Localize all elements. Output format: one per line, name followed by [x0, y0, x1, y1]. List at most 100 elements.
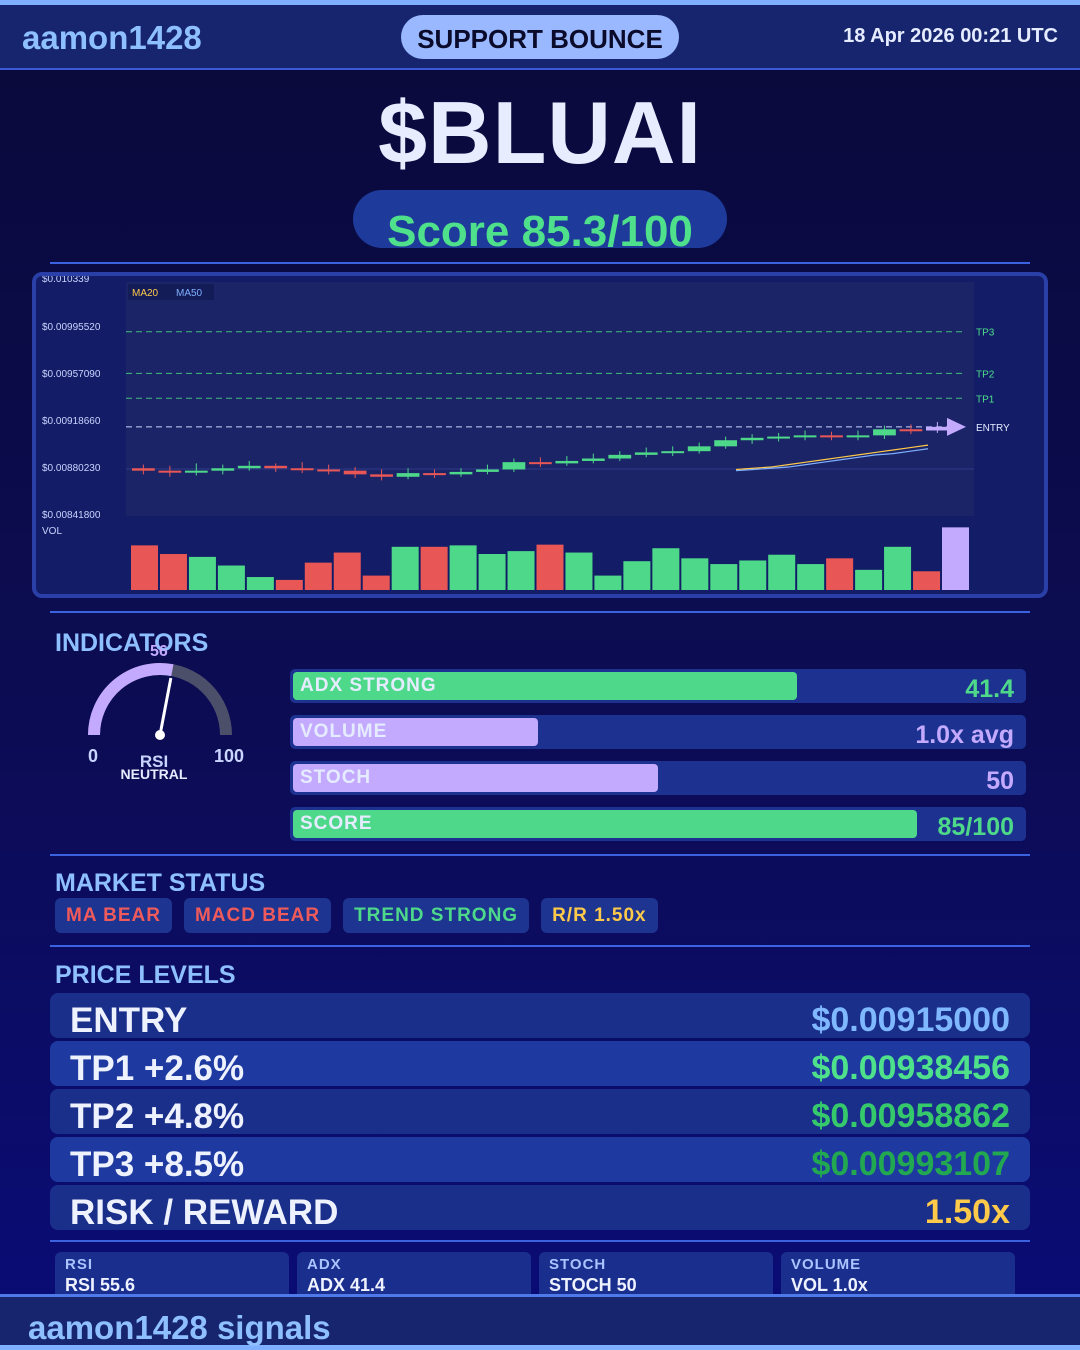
candle-body — [767, 436, 790, 439]
volume-bar — [623, 561, 651, 590]
bar-label: ADX STRONG — [300, 675, 437, 696]
candle-body — [873, 429, 896, 436]
divider — [50, 1240, 1030, 1242]
bar-fill — [293, 764, 658, 792]
candle-body — [290, 468, 314, 471]
gauge-hub — [155, 730, 165, 740]
volume-bar — [333, 552, 361, 590]
level-label-tp2: TP2 — [976, 369, 995, 380]
status-tag: R/R 1.50x — [541, 898, 658, 933]
y-tick-label: $0.00841800 — [42, 510, 101, 521]
rsi-gauge: 56 0 100 RSI NEUTRAL — [70, 640, 250, 790]
divider — [50, 611, 1030, 613]
market-status-tags: MA BEAR MACD BEAR TREND STRONG R/R 1.50x — [55, 898, 658, 933]
y-tick-label: $0.00918660 — [42, 416, 101, 427]
legend-ma50: MA50 — [176, 288, 203, 299]
candle-body — [237, 465, 261, 469]
volume-bar — [246, 577, 274, 590]
divider — [50, 854, 1030, 856]
ma50-line — [735, 448, 929, 472]
candle-body — [476, 469, 499, 472]
price-level-value: $0.00938456 — [811, 1049, 1010, 1087]
y-tick-label: $0.00957090 — [42, 369, 101, 380]
candle-body — [687, 446, 711, 452]
volume-bar — [913, 571, 941, 590]
ma20-line — [735, 444, 929, 471]
candle-body — [846, 435, 870, 438]
price-level-row: TP1 +2.6% $0.00938456 — [50, 1041, 1030, 1088]
legend-ma20: MA20 — [132, 288, 159, 299]
volume-bar — [652, 548, 680, 590]
indicator-bar-volume: VOLUME 1.0x avg — [290, 715, 1026, 749]
candle-body — [502, 462, 526, 470]
price-level-row: TP3 +8.5% $0.00993107 — [50, 1137, 1030, 1184]
level-label-tp3: TP3 — [976, 328, 995, 339]
price-level-row: ENTRY $0.00915000 — [50, 993, 1030, 1040]
footer-brand: aamon1428 signals — [28, 1309, 331, 1346]
stat-value: VOL 1.0x — [791, 1275, 868, 1295]
candle-body — [740, 437, 764, 441]
price-level-value: 1.50x — [924, 1193, 1010, 1231]
stat-card-adx: ADX ADX 41.4 — [297, 1252, 531, 1296]
volume-bar — [304, 562, 332, 590]
volume-bar — [507, 551, 535, 590]
price-level-value: $0.00993107 — [811, 1145, 1010, 1183]
timestamp: 18 Apr 2026 00:21 UTC — [843, 25, 1058, 47]
candle-body — [264, 465, 288, 469]
status-tag: MACD BEAR — [183, 898, 332, 933]
plot-area — [126, 282, 974, 516]
score-pill: Score 85.3/100 — [353, 190, 727, 248]
volume-bar — [739, 560, 767, 590]
rsi-state: NEUTRAL — [121, 766, 188, 782]
candle-body — [317, 469, 341, 472]
volume-bar — [362, 575, 390, 590]
level-label-tp1: TP1 — [976, 394, 995, 405]
stat-value: STOCH 50 — [549, 1275, 637, 1295]
candle-body — [370, 474, 393, 477]
bar-value: 85/100 — [937, 813, 1014, 841]
gauge-fill — [88, 663, 174, 736]
bar-value: 50 — [986, 767, 1014, 795]
volume-bar — [536, 544, 564, 590]
gauge-min-label: 0 — [88, 746, 98, 766]
indicators-title: INDICATORS — [55, 629, 209, 657]
price-level-name: RISK / REWARD — [70, 1193, 339, 1232]
candle-body — [714, 440, 738, 447]
candle-body — [343, 470, 367, 475]
candle-body — [211, 468, 235, 471]
candle-body — [899, 429, 923, 432]
price-level-value: $0.00915000 — [811, 1001, 1010, 1039]
status-tag: MA BEAR — [55, 898, 172, 933]
market-status-title: MARKET STATUS — [55, 869, 266, 897]
candle-body — [608, 454, 632, 459]
price-level-row: TP2 +4.8% $0.00958862 — [50, 1089, 1030, 1136]
divider — [50, 262, 1030, 264]
stat-key: VOLUME — [791, 1256, 862, 1273]
volume-bar — [768, 554, 796, 590]
volume-bar — [826, 558, 854, 590]
candle-body — [926, 426, 949, 431]
volume-bar — [159, 554, 187, 590]
gauge-needle — [158, 677, 173, 736]
gauge-track — [88, 663, 232, 736]
stat-card-rsi: RSI RSI 55.6 — [55, 1252, 289, 1296]
bar-label: VOLUME — [300, 721, 388, 742]
price-level-name: TP2 +4.8% — [70, 1097, 245, 1136]
volume-bar — [131, 545, 158, 590]
candle-body — [449, 471, 473, 475]
bar-fill — [293, 672, 797, 700]
volume-bar — [275, 579, 303, 590]
candle-body — [555, 460, 579, 464]
stat-key: RSI — [65, 1256, 94, 1273]
indicator-bar-score: SCORE 85/100 — [290, 807, 1026, 841]
volume-bar — [420, 546, 448, 590]
candle-body — [793, 435, 817, 438]
gauge-max-label: 100 — [214, 746, 244, 766]
volume-bar — [391, 546, 419, 590]
bar-value: 41.4 — [965, 675, 1014, 703]
volume-bar — [797, 564, 825, 590]
price-level-row: RISK / REWARD 1.50x — [50, 1185, 1030, 1232]
entry-arrow — [947, 417, 966, 436]
indicator-bar-stoch: STOCH 50 — [290, 761, 1026, 795]
